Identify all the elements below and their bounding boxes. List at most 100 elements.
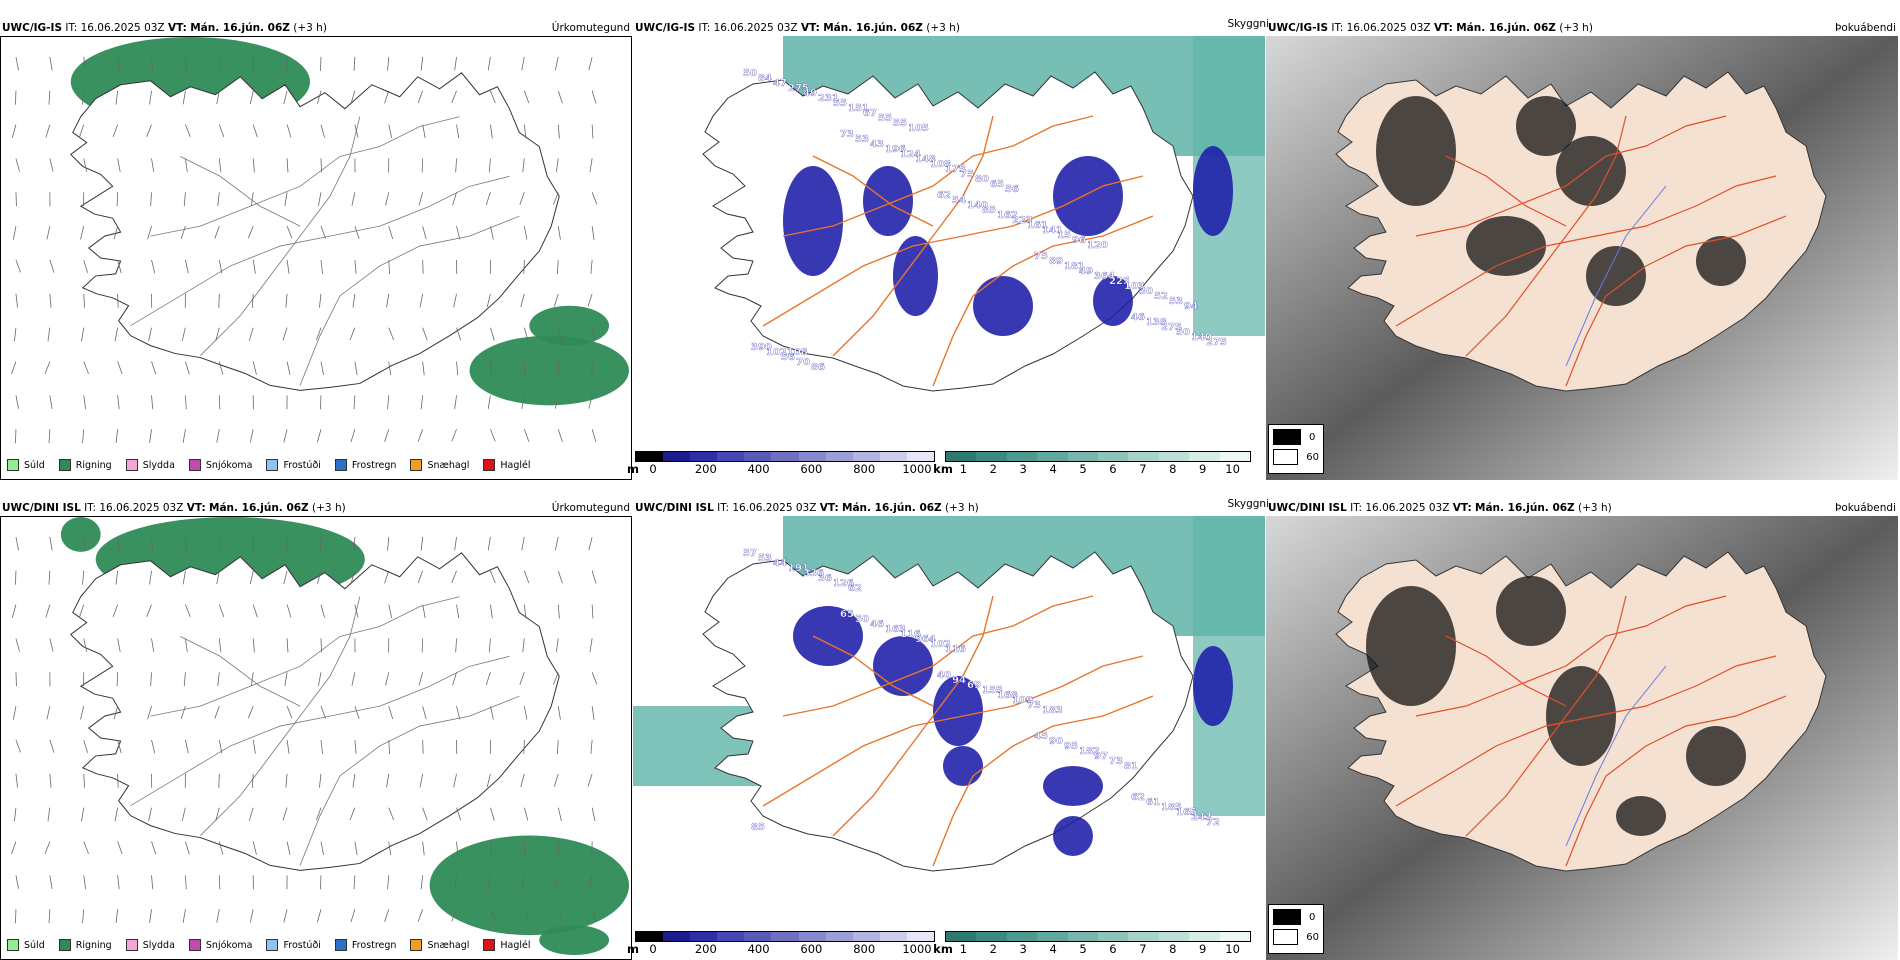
it-label: IT: xyxy=(84,502,96,514)
legend-item: Rigning xyxy=(59,459,112,471)
precip-layer xyxy=(11,517,629,955)
scale-tick-label: 5 xyxy=(1079,942,1086,956)
init-time: 16.06.2025 03Z xyxy=(732,502,816,514)
ceiling-value-label: 73 xyxy=(1027,700,1041,711)
wind-barb xyxy=(524,362,525,376)
wind-barb xyxy=(558,125,559,139)
wind-barb xyxy=(524,91,529,103)
wind-barb xyxy=(589,57,592,70)
ceiling-value-label: 40 xyxy=(937,670,951,681)
ceiling-layer: 5765404562535094906144466995185191163155… xyxy=(633,516,1265,871)
wind-barb xyxy=(118,842,123,854)
legend-item: Súld xyxy=(7,939,45,951)
legend-swatch xyxy=(126,459,138,471)
legend-label: Slydda xyxy=(143,940,175,951)
ceiling-map-canvas: 5073627546845354891384743140181275275196… xyxy=(633,36,1265,480)
wind-barb xyxy=(284,909,287,922)
panel-header: UWC/IG-IS IT: 16.06.2025 03Z VT: Mán. 16… xyxy=(2,22,327,34)
wind-barb xyxy=(423,260,424,274)
wind-barb xyxy=(115,328,118,341)
legend-label: Súld xyxy=(24,460,45,471)
fog-legend: 0 60 xyxy=(1268,904,1324,954)
wind-barb xyxy=(118,362,123,374)
ceiling-value-label: 94 xyxy=(952,675,966,686)
legend-swatch xyxy=(7,939,19,951)
scale-swatch xyxy=(663,932,690,941)
wind-barb xyxy=(116,909,118,923)
valid-time: Mán. 16.jún. 06Z xyxy=(823,22,923,34)
ceiling-value-label: 53 xyxy=(758,553,772,564)
wind-barb xyxy=(84,740,88,753)
wind-barb xyxy=(421,57,423,71)
ceiling-value-label: 80 xyxy=(975,174,989,185)
ceiling-value-label: 105 xyxy=(908,123,929,134)
valid-time: Mán. 16.jún. 06Z xyxy=(1456,22,1556,34)
legend-value-low: 0 xyxy=(1309,432,1315,443)
scale-swatch xyxy=(1098,452,1128,461)
wind-barb xyxy=(490,808,494,821)
wind-barb xyxy=(46,605,50,618)
ceiling-value-label: 46 xyxy=(870,619,884,630)
wind-barb xyxy=(558,808,561,821)
vt-label: VT: xyxy=(168,22,187,34)
scale-swatch xyxy=(663,452,690,461)
init-time: 16.06.2025 03Z xyxy=(714,22,798,34)
wind-barb xyxy=(455,537,457,551)
legend-label: Snæhagl xyxy=(427,940,469,951)
ceiling-value-label: 75 xyxy=(960,169,974,180)
scale-tick-label: 5 xyxy=(1079,462,1086,476)
ceiling-value-label: 15 xyxy=(1057,230,1071,241)
lead-time: (+3 h) xyxy=(293,22,327,34)
init-time: 16.06.2025 03Z xyxy=(1365,502,1449,514)
wind-barb xyxy=(422,638,423,652)
scale-bar xyxy=(945,451,1251,462)
legend-value-high: 60 xyxy=(1306,932,1319,943)
legend-label: Frostúði xyxy=(283,460,320,471)
wind-barb xyxy=(50,638,53,651)
ceiling-value-label: 116 xyxy=(945,644,966,655)
ceiling-value-label: 90 xyxy=(1049,736,1063,747)
wind-barb xyxy=(12,125,16,138)
low-ceiling-area xyxy=(863,166,913,236)
panel-title: Úrkomutegund xyxy=(552,22,630,34)
wind-barb xyxy=(16,158,20,171)
scale-swatch xyxy=(717,452,744,461)
scale-tick-label: 4 xyxy=(1049,462,1056,476)
scale-swatch xyxy=(853,452,880,461)
wind-barb xyxy=(388,57,389,71)
wind-barb xyxy=(421,875,423,889)
legend-item: Haglél xyxy=(483,459,530,471)
wind-barb xyxy=(490,429,495,441)
wind-barb xyxy=(84,774,85,788)
ceiling-value-label: 54 xyxy=(952,195,966,206)
wind-barb xyxy=(589,537,592,550)
ceiling-value-label: 70 xyxy=(796,357,810,368)
scale-tick-label: 7 xyxy=(1139,942,1146,956)
wind-barb xyxy=(50,875,52,889)
wind-barb xyxy=(16,638,20,651)
wind-barb xyxy=(117,192,118,206)
scale-swatch xyxy=(1159,932,1189,941)
coastline xyxy=(71,553,559,871)
scale-unit: km xyxy=(933,462,953,476)
rain-area xyxy=(61,517,101,552)
wind-barb xyxy=(83,571,84,585)
legend-swatch xyxy=(483,939,495,951)
scale-tick-label: 0 xyxy=(649,462,656,476)
ceiling-value-label: 67 xyxy=(863,108,877,119)
vt-label: VT: xyxy=(187,502,206,514)
wind-barb xyxy=(317,909,321,922)
legend-label: Snjókoma xyxy=(206,940,253,951)
fog-layer xyxy=(1266,516,1898,960)
wind-barb xyxy=(488,537,490,551)
low-ceiling-area xyxy=(1193,146,1233,236)
fog-area xyxy=(1696,236,1746,286)
wind-barb xyxy=(317,429,321,442)
wind-barb xyxy=(455,395,457,409)
wind-barb xyxy=(49,429,50,443)
scale-tick-label: 6 xyxy=(1109,942,1116,956)
